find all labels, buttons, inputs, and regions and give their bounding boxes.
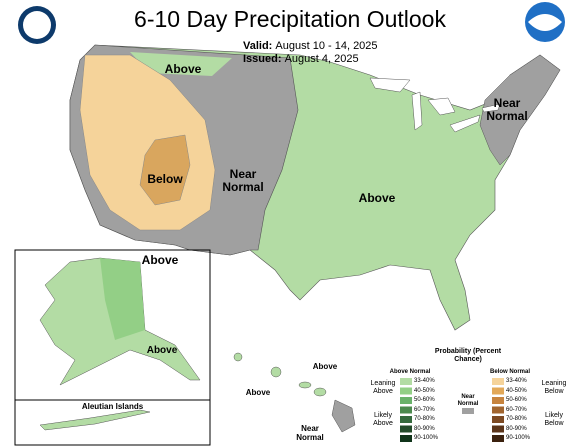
great-lakes: [369, 77, 501, 133]
title: 6-10 Day Precipitation Outlook: [134, 6, 446, 32]
valid: Valid: August 10 - 14, 2025: [243, 40, 378, 52]
hawaii: [233, 352, 356, 433]
map-label: Above: [358, 191, 396, 205]
near-normal-swatch: [462, 408, 474, 414]
legend-range: 70-80%: [414, 416, 435, 422]
legend-range: 90-100%: [506, 435, 531, 441]
legend-heading: Above Normal: [389, 369, 431, 375]
legend-group: Leaning Below: [541, 380, 567, 395]
legend-swatch: [492, 406, 504, 414]
noaa-logo-wave: [528, 14, 562, 31]
map-label: Below: [147, 172, 183, 186]
legend-title: Probability (Percent Chance): [434, 348, 502, 363]
legend-swatch: [400, 425, 412, 433]
alaska-40-50: [100, 258, 145, 340]
legend-range: 50-60%: [506, 397, 527, 403]
map-label: Near Normal: [222, 167, 264, 194]
legend-swatch: [492, 397, 504, 404]
map-label: Near Normal: [296, 424, 324, 442]
legend-range: 80-90%: [414, 425, 435, 432]
map-label: Near Normal: [486, 96, 528, 123]
legend-swatch: [400, 416, 412, 423]
map-label: Above: [141, 253, 179, 267]
legend-swatch: [400, 435, 412, 442]
above-north: [130, 52, 232, 76]
map-label: Above: [312, 362, 338, 371]
legend-range: 80-90%: [506, 425, 527, 432]
issued: Issued: August 4, 2025: [243, 53, 359, 65]
legend-swatch: [400, 397, 412, 404]
legend-range: 40-50%: [414, 387, 435, 394]
map-label: Above: [164, 62, 202, 76]
legend-swatch: [492, 435, 504, 442]
legend-range: 33-40%: [414, 378, 435, 384]
legend-swatch: [492, 378, 504, 385]
aleutian-box: [14, 399, 211, 446]
near-normal-northeast: [479, 54, 561, 166]
below-40-50: [139, 134, 191, 206]
map-label: Above: [146, 345, 178, 356]
legend-range: 40-50%: [506, 387, 527, 394]
legend-heading: Near Normal: [457, 394, 479, 407]
legend-swatch: [492, 425, 504, 433]
legend-group: Leaning Above: [370, 380, 396, 395]
map-label: Above: [245, 388, 271, 397]
legend-range: 50-60%: [414, 397, 435, 403]
legend-group: Likely Below: [544, 412, 564, 427]
legend-swatch: [492, 416, 504, 423]
legend-swatch: [400, 378, 412, 385]
doc-logo-inner: [23, 11, 51, 39]
legend-range: 60-70%: [414, 406, 435, 413]
legend-swatch: [400, 406, 412, 414]
legend-range: 90-100%: [414, 435, 439, 441]
aleutians: [39, 409, 151, 431]
legend-swatch: [400, 387, 412, 395]
legend-swatch: [492, 387, 504, 395]
legend-range: 70-80%: [506, 416, 527, 422]
legend-range: 60-70%: [506, 406, 527, 413]
legend-range: 33-40%: [506, 378, 527, 384]
legend-group: Likely Above: [373, 412, 393, 427]
legend-heading: Below Normal: [489, 369, 530, 375]
inset-label: Aleutian Islands: [81, 402, 144, 411]
